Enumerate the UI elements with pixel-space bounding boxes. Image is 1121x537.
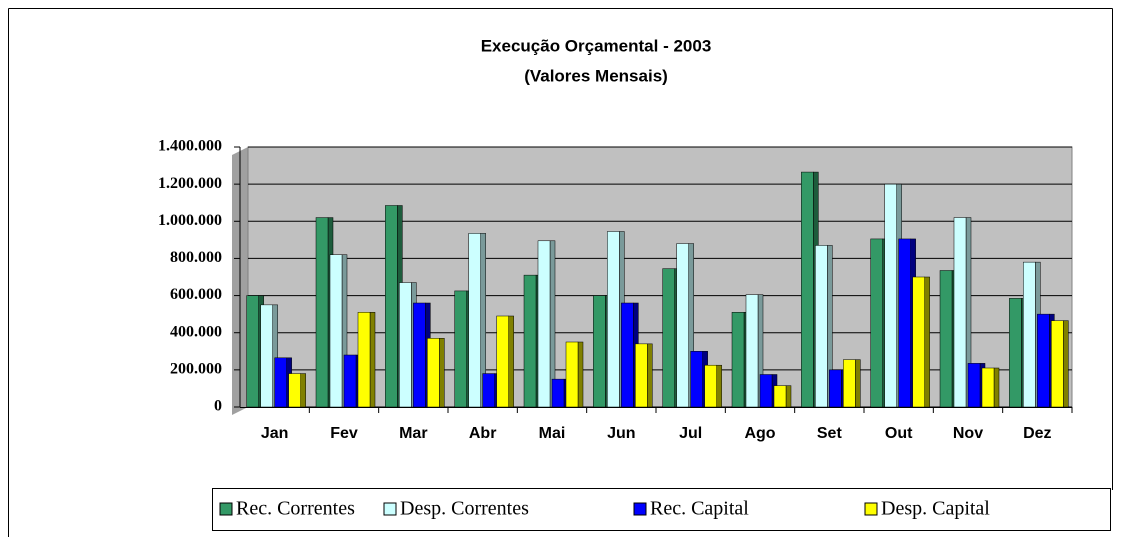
bar <box>1037 313 1050 408</box>
bar <box>884 183 897 408</box>
bar-side <box>855 359 861 408</box>
bar <box>357 312 371 408</box>
x-tick-label: Jan <box>261 425 289 442</box>
legend-label: Desp. Correntes <box>400 498 529 520</box>
bar <box>399 282 412 408</box>
x-tick-label: Dez <box>1023 425 1051 442</box>
legend-label: Desp. Capital <box>881 498 990 520</box>
legend-swatch <box>864 502 878 516</box>
bar <box>690 351 703 408</box>
bar-side <box>647 343 653 408</box>
bar <box>731 312 745 408</box>
bar <box>343 354 357 408</box>
bar <box>246 295 259 408</box>
bar <box>288 373 301 408</box>
bar <box>551 378 565 408</box>
bar <box>565 341 579 408</box>
bar <box>468 233 481 408</box>
legend-swatch <box>383 502 397 516</box>
y-tick-label: 200.000 <box>170 361 222 378</box>
bar <box>912 276 925 408</box>
bar <box>593 295 606 408</box>
bar-side <box>924 276 930 408</box>
bar <box>1023 261 1036 408</box>
bar-side <box>1063 320 1069 408</box>
bar-side <box>508 315 514 408</box>
bar <box>496 315 509 408</box>
x-tick-label: Jul <box>679 425 702 442</box>
y-tick-label: 1.200.000 <box>158 175 222 192</box>
bar <box>1051 320 1064 408</box>
x-tick-label: Jun <box>607 425 635 442</box>
legend-label: Rec. Capital <box>650 498 749 520</box>
bar-side <box>993 367 1000 408</box>
bar <box>898 238 911 408</box>
y-tick-label: 1.000.000 <box>158 212 222 229</box>
bar-side <box>577 341 584 408</box>
bar <box>676 243 689 408</box>
bar <box>662 268 675 408</box>
x-tick-label: Set <box>817 425 843 442</box>
x-tick-label: Fev <box>330 425 358 442</box>
bar <box>829 369 842 408</box>
bar <box>523 274 537 408</box>
bar <box>939 270 953 408</box>
x-tick-label: Ago <box>744 425 775 442</box>
chart-subtitle: (Valores Mensais) <box>524 66 668 85</box>
bar <box>621 302 634 408</box>
y-tick-label: 800.000 <box>170 249 222 266</box>
bar <box>635 343 648 408</box>
bar <box>274 357 287 408</box>
x-tick-label: Mai <box>539 425 566 442</box>
legend-swatch <box>219 502 233 516</box>
bar-side <box>439 338 445 408</box>
bar-side <box>716 364 722 408</box>
bar <box>413 302 426 408</box>
bar <box>607 231 620 408</box>
bar <box>427 338 440 408</box>
bar <box>1009 298 1022 408</box>
x-tick-label: Nov <box>953 425 983 442</box>
bar <box>260 304 273 408</box>
bar <box>537 240 551 408</box>
bar <box>843 359 856 408</box>
bar <box>315 217 329 408</box>
bar <box>815 245 828 408</box>
bar <box>482 373 495 408</box>
bar <box>454 290 467 408</box>
x-tick-label: Mar <box>399 425 427 442</box>
x-tick-label: Out <box>885 425 913 442</box>
y-tick-label: 400.000 <box>170 323 222 340</box>
legend-swatch <box>633 502 647 516</box>
bar <box>704 364 717 408</box>
bar <box>801 171 814 408</box>
y-tick-label: 600.000 <box>170 286 222 303</box>
bar <box>953 217 967 408</box>
y-tick-label: 0 <box>214 398 222 415</box>
legend-box <box>212 488 1111 531</box>
bar <box>981 367 995 408</box>
legend-label: Rec. Correntes <box>236 498 355 520</box>
bar-side <box>785 385 792 408</box>
chart-title: Execução Orçamental - 2003 <box>481 36 712 55</box>
bar <box>385 205 398 408</box>
bar <box>329 254 343 408</box>
y-tick-label: 1.400.000 <box>158 138 222 155</box>
x-tick-label: Abr <box>469 425 497 442</box>
bar <box>759 374 773 408</box>
bar <box>967 363 981 408</box>
bar <box>870 238 883 408</box>
bar-side <box>300 373 306 408</box>
bar-side <box>369 312 376 408</box>
bar <box>773 385 787 408</box>
bar <box>745 294 759 408</box>
